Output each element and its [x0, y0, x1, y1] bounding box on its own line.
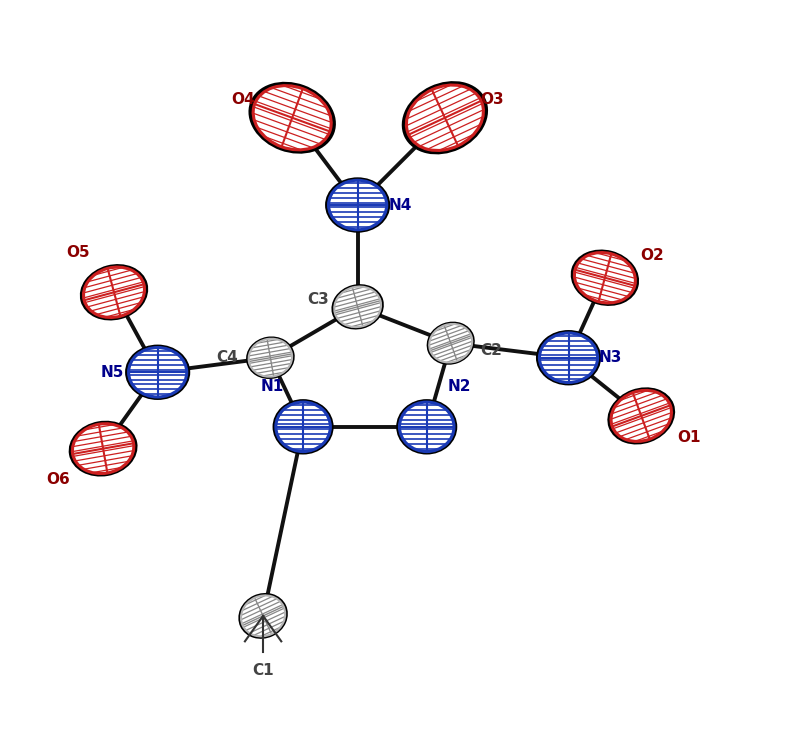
Ellipse shape — [72, 423, 134, 474]
Ellipse shape — [249, 339, 292, 377]
Text: C4: C4 — [216, 350, 238, 365]
Ellipse shape — [273, 399, 333, 455]
Ellipse shape — [407, 85, 483, 150]
Ellipse shape — [69, 420, 138, 477]
Ellipse shape — [396, 399, 457, 455]
Ellipse shape — [571, 250, 639, 306]
Ellipse shape — [574, 253, 635, 303]
Ellipse shape — [246, 337, 295, 379]
Text: O1: O1 — [677, 430, 701, 445]
Text: O3: O3 — [481, 92, 504, 107]
Ellipse shape — [253, 85, 331, 150]
Ellipse shape — [402, 81, 488, 154]
Ellipse shape — [608, 388, 675, 445]
Ellipse shape — [84, 267, 144, 318]
Ellipse shape — [540, 333, 597, 383]
Text: C3: C3 — [307, 292, 329, 307]
Text: N3: N3 — [599, 350, 623, 365]
Ellipse shape — [238, 593, 288, 639]
Ellipse shape — [80, 264, 148, 320]
Ellipse shape — [241, 596, 285, 637]
Text: O5: O5 — [66, 245, 90, 260]
Text: N4: N4 — [388, 198, 411, 212]
Text: N5: N5 — [101, 365, 125, 380]
Ellipse shape — [325, 177, 390, 233]
Text: N2: N2 — [448, 380, 471, 394]
Ellipse shape — [332, 284, 384, 329]
Text: C2: C2 — [480, 343, 502, 358]
Ellipse shape — [248, 82, 336, 154]
Ellipse shape — [329, 180, 387, 230]
Ellipse shape — [611, 391, 671, 442]
Text: O6: O6 — [46, 472, 70, 487]
Text: O2: O2 — [641, 248, 664, 264]
Ellipse shape — [536, 330, 601, 385]
Ellipse shape — [400, 402, 454, 452]
Ellipse shape — [426, 322, 475, 365]
Ellipse shape — [334, 287, 381, 327]
Ellipse shape — [276, 402, 330, 452]
Text: N1: N1 — [261, 380, 284, 394]
Text: O4: O4 — [231, 92, 255, 107]
Text: C1: C1 — [252, 663, 274, 678]
Ellipse shape — [429, 324, 472, 363]
Ellipse shape — [125, 345, 190, 400]
Ellipse shape — [128, 347, 187, 397]
